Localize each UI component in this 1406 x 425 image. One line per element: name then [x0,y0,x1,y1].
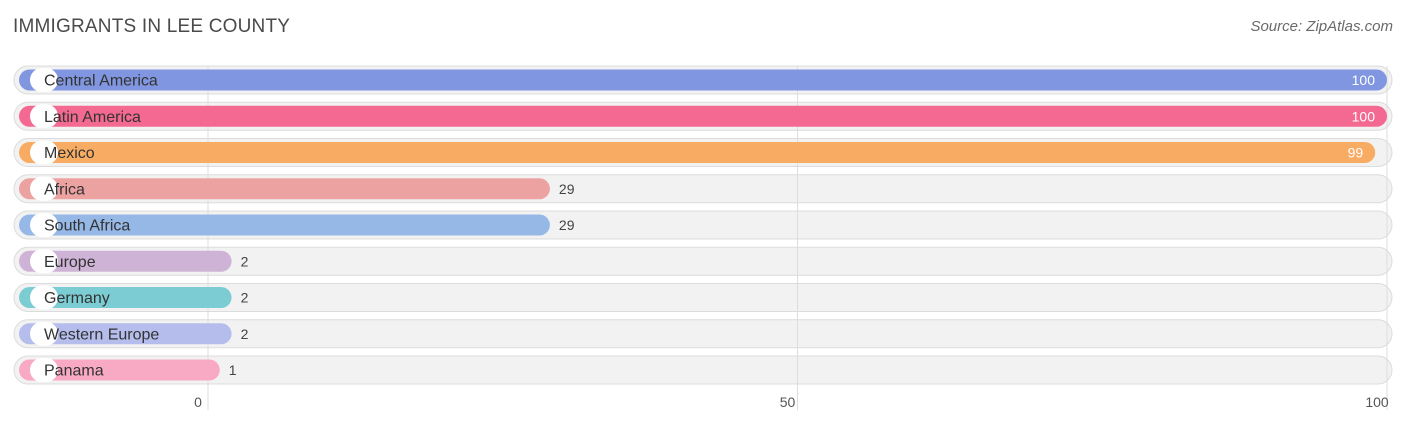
bar-label: South Africa [44,218,130,235]
bar-label-pill [30,104,58,129]
bar-label: Panama [44,363,104,380]
bars: Central America 100 Latin America 100 Mexico… [19,68,1387,382]
value-label: 99 [1348,145,1364,161]
x-tick-label: 0 [194,394,202,410]
value-label: 29 [559,217,575,233]
bar-label-pill [30,68,58,92]
bar [19,178,550,200]
bar-label-pill [30,249,58,274]
row-background [13,355,1393,385]
value-label: 100 [1352,72,1376,88]
bar-label: Western Europe [44,326,159,343]
bar-label-pill [30,358,58,382]
chart-title: IMMIGRANTS IN LEE COUNTY [13,16,291,37]
bar-label: Central America [44,73,158,90]
value-label: 2 [241,253,249,269]
x-tick-label: 50 [780,394,796,410]
value-label: 1 [229,362,237,378]
row-background [13,246,1393,276]
value-label: 2 [241,326,249,342]
bar-label: Germany [44,290,110,307]
bar-label: Europe [44,254,96,271]
row-background [13,319,1393,349]
chart-source: Source: ZipAtlas.com [1250,18,1393,35]
bar [19,105,1387,127]
x-axis: 0 50 100 [194,394,1389,410]
bar-label: Mexico [44,145,95,162]
bar-label-pill [30,213,58,237]
value-label: 2 [241,290,249,306]
bar [19,214,550,236]
value-label: 100 [1352,108,1376,124]
bar-label: Latin America [44,109,141,126]
bar-label-pill [30,140,58,165]
bar-label: Africa [44,181,85,198]
bar-label-pill [30,176,58,201]
x-tick-label: 100 [1365,394,1389,410]
bar [19,287,232,308]
bar-label-pill [30,321,58,346]
bar [19,250,232,272]
row-background [13,283,1393,312]
bar [19,142,1376,163]
bar [19,359,220,381]
value-label: 29 [559,181,575,197]
bar [19,69,1387,91]
bar [19,323,232,345]
bar-label-pill [30,285,58,310]
